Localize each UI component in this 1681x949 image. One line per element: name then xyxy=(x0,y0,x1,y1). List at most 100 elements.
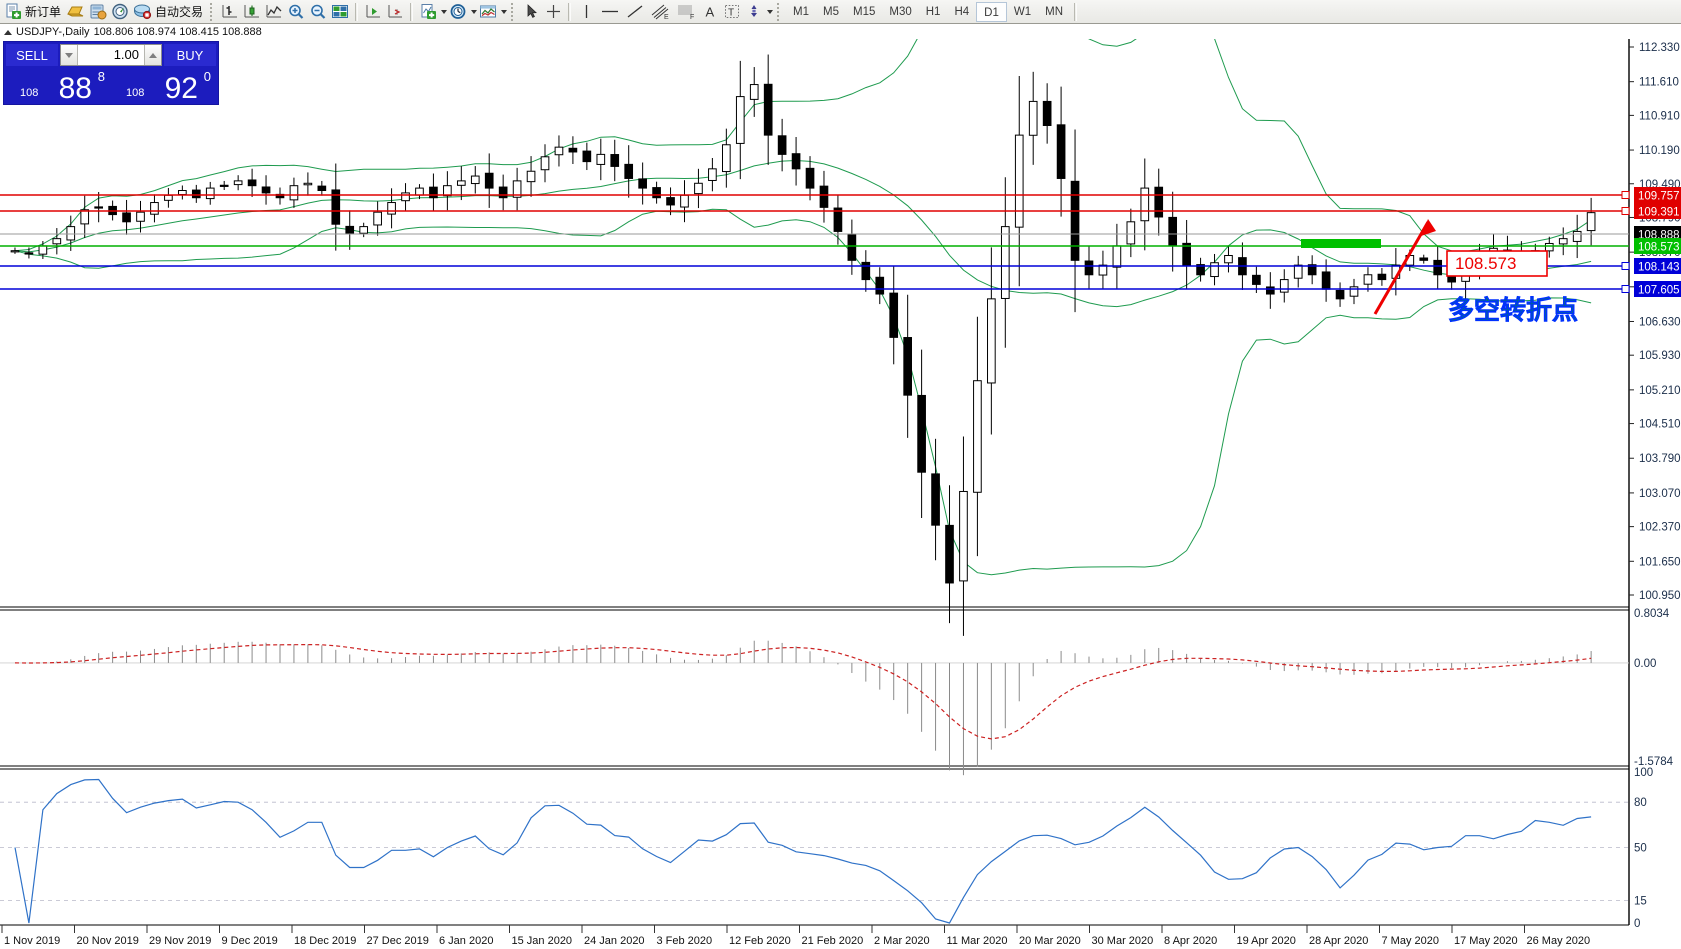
red-up-arrow-annotation[interactable] xyxy=(1373,219,1436,315)
text-tool-button[interactable]: A xyxy=(699,1,721,23)
date-axis[interactable]: 1 Nov 2019 20 Nov 2019 29 Nov 2019 9 Dec 20… xyxy=(1,925,1591,947)
rsi-tick-0: 100 xyxy=(1634,767,1653,779)
templates-caret-icon[interactable] xyxy=(501,9,508,14)
date-tick-16: 8 Apr 2020 xyxy=(1164,935,1217,947)
price-tick-14: 102.370 xyxy=(1639,522,1681,534)
blue-line-2-handle[interactable] xyxy=(1621,285,1630,293)
periods-caret-icon[interactable] xyxy=(471,9,478,14)
cursor-tool-button[interactable] xyxy=(520,1,542,23)
timeframe-m5[interactable]: M5 xyxy=(823,5,839,18)
crosshair-tool-button[interactable] xyxy=(542,1,564,23)
sell-price-cell[interactable]: 108 88 8 xyxy=(6,66,110,104)
zoom-out-button[interactable] xyxy=(307,1,329,23)
toolbar-grip-1[interactable] xyxy=(210,2,215,21)
bollinger-upper xyxy=(14,39,1592,253)
timeframe-d1[interactable]: D1 xyxy=(976,1,1007,22)
toolbar-separator-3 xyxy=(568,2,572,21)
timeframe-h4[interactable]: H4 xyxy=(954,5,970,18)
blue-line-1-handle[interactable] xyxy=(1621,262,1630,270)
new-order-label: 新订单 xyxy=(25,5,62,19)
timeframe-m1[interactable]: M1 xyxy=(793,5,810,18)
navigator-button[interactable] xyxy=(109,1,131,23)
price-callout-box[interactable]: 108.573 xyxy=(1446,250,1548,277)
shapes-caret-icon[interactable] xyxy=(767,9,774,14)
volume-decrement-button[interactable] xyxy=(61,45,78,65)
price-callout-value: 108.573 xyxy=(1455,254,1516,273)
fibonacci-tool-button[interactable]: F xyxy=(673,1,699,23)
sell-button[interactable]: SELL xyxy=(6,44,58,66)
data-window-button[interactable] xyxy=(87,1,109,23)
rsi-tick-2: 50 xyxy=(1634,843,1647,855)
price-axis[interactable]: 112.330111.610110.910110.190109.490108.7… xyxy=(1629,42,1681,602)
panel-frames xyxy=(0,39,1630,926)
support-tag-green[interactable] xyxy=(1634,238,1681,254)
timeframe-m30[interactable]: M30 xyxy=(889,5,912,18)
green-highlight-zone[interactable] xyxy=(1301,239,1381,248)
volume-stepper[interactable]: 1.00 xyxy=(60,44,162,66)
date-tick-12: 2 Mar 2020 xyxy=(874,935,930,947)
vertical-line-tool-button[interactable] xyxy=(575,1,597,23)
timeframe-mn[interactable]: MN xyxy=(1045,5,1063,18)
svg-text:E: E xyxy=(664,14,669,20)
equidistant-channel-tool-button[interactable]: E xyxy=(647,1,673,23)
zoom-in-button[interactable] xyxy=(285,1,307,23)
volume-increment-button[interactable] xyxy=(144,45,161,65)
buy-button[interactable]: BUY xyxy=(164,44,216,66)
timeframe-m15[interactable]: M15 xyxy=(853,5,876,18)
chart-canvas[interactable]: 112.330111.610110.910110.190109.490108.7… xyxy=(0,39,1681,949)
symbol-bar: USDJPY-,Daily 108.806 108.974 108.415 10… xyxy=(0,25,1681,39)
collapse-triangle-icon[interactable] xyxy=(4,29,12,35)
price-tick-13: 103.070 xyxy=(1639,488,1681,500)
trendline-tool-button[interactable] xyxy=(623,1,647,23)
macd-tick-1: 0.00 xyxy=(1634,658,1656,670)
support-tag-blue-2[interactable] xyxy=(1634,281,1681,297)
autotrading-button[interactable] xyxy=(131,1,154,23)
toolbar-separator-4 xyxy=(1074,2,1077,21)
new-order-button[interactable] xyxy=(2,1,24,23)
price-tick-15: 101.650 xyxy=(1639,556,1681,568)
sell-price-fraction: 8 xyxy=(97,69,105,84)
sell-price-prefix: 108 xyxy=(20,87,39,99)
toolbar-grip-2[interactable] xyxy=(511,2,516,21)
candlestick-chart-button[interactable] xyxy=(241,1,263,23)
horizontal-line-tool-button[interactable] xyxy=(597,1,623,23)
templates-button[interactable] xyxy=(477,1,499,23)
chart-area[interactable]: 112.330111.610110.910110.190109.490108.7… xyxy=(0,39,1681,949)
auto-scroll-button[interactable] xyxy=(362,1,384,23)
date-tick-8: 24 Jan 2020 xyxy=(584,935,645,947)
date-tick-18: 28 Apr 2020 xyxy=(1309,935,1368,947)
chart-shift-button[interactable] xyxy=(384,1,406,23)
timeframe-group: M1 M5 M15 M30 H1 H4 D1 W1 MN xyxy=(786,1,1070,22)
date-tick-21: 26 May 2020 xyxy=(1527,935,1591,947)
red-line-2-handle[interactable] xyxy=(1621,207,1630,215)
bar-chart-button[interactable] xyxy=(219,1,241,23)
date-tick-6: 6 Jan 2020 xyxy=(439,935,493,947)
resistance-tag-1-value: 109.757 xyxy=(1638,191,1680,203)
periods-button[interactable] xyxy=(447,1,469,23)
timeframe-h1[interactable]: H1 xyxy=(925,5,941,18)
rsi-tick-3: 15 xyxy=(1634,895,1647,907)
indicators-caret-icon[interactable] xyxy=(441,9,448,14)
svg-text:A: A xyxy=(705,5,714,20)
resistance-tag-2[interactable] xyxy=(1634,203,1681,219)
buy-price-prefix: 108 xyxy=(126,87,145,99)
price-tag-group[interactable]: 109.757109.391108.888108.573108.143107.6… xyxy=(1634,187,1681,297)
bollinger-middle xyxy=(14,159,1592,308)
expert-advisors-button[interactable] xyxy=(64,1,87,23)
text-label-tool-button[interactable]: T xyxy=(721,1,743,23)
line-chart-button[interactable] xyxy=(263,1,285,23)
one-click-trading-panel: SELL 1.00 BUY 108 88 8 108 92 0 xyxy=(3,41,219,105)
tile-windows-button[interactable] xyxy=(329,1,351,23)
macd-tick-2: -1.5784 xyxy=(1634,756,1674,768)
timeframe-w1[interactable]: W1 xyxy=(1013,5,1032,18)
indicators-button[interactable] xyxy=(417,1,439,23)
volume-input[interactable]: 1.00 xyxy=(113,47,139,62)
macd-histogram xyxy=(28,640,1592,776)
resistance-tag-1[interactable] xyxy=(1634,187,1681,203)
red-line-1-handle[interactable] xyxy=(1621,191,1630,199)
toolbar-grip-3[interactable] xyxy=(777,2,782,21)
support-tag-blue-1[interactable] xyxy=(1634,258,1681,274)
buy-price-cell[interactable]: 108 92 0 xyxy=(112,66,216,104)
price-tick-16: 100.950 xyxy=(1639,590,1681,602)
shapes-tool-button[interactable] xyxy=(743,1,765,23)
